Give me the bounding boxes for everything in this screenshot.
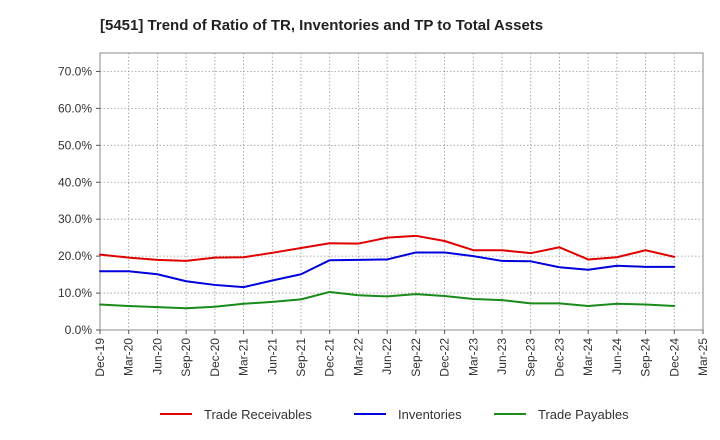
x-tick-label: Mar-24 xyxy=(581,338,595,376)
series-line-trade-payables xyxy=(99,290,676,310)
x-tick-label: Sep-21 xyxy=(294,338,308,377)
x-tick-label: Dec-21 xyxy=(323,338,337,377)
x-tick-label: Sep-20 xyxy=(179,338,193,377)
x-tick-label: Dec-23 xyxy=(552,338,566,377)
series-line-trade-receivables xyxy=(99,234,676,262)
series-lines xyxy=(99,234,676,310)
x-tick-label: Jun-24 xyxy=(610,338,624,375)
x-tick-label: Dec-20 xyxy=(208,338,222,377)
x-tick-label: Dec-22 xyxy=(438,338,452,377)
x-tick-label: Mar-21 xyxy=(237,338,251,376)
series-line-inventories xyxy=(99,251,676,289)
x-tick-label: Sep-22 xyxy=(409,338,423,377)
grid xyxy=(99,52,704,331)
x-tick-label: Sep-24 xyxy=(639,338,653,377)
legend-label-trade-payables: Trade Payables xyxy=(538,407,629,422)
y-tick-label: 40.0% xyxy=(58,175,92,189)
plot-frame xyxy=(99,52,704,331)
x-tick-label: Jun-20 xyxy=(150,338,164,375)
x-tick-label: Mar-25 xyxy=(696,338,710,376)
y-tick-label: 0.0% xyxy=(65,323,93,337)
x-tick-label: Sep-23 xyxy=(524,338,538,377)
chart-title: [5451] Trend of Ratio of TR, Inventories… xyxy=(100,17,543,34)
y-axis: 0.0% 10.0% 20.0% 30.0% 40.0% 50.0% 60.0% 70.0% xyxy=(58,64,100,337)
x-axis: Dec-19 Mar-20 Jun-20 Sep-20 Dec-20 Mar-21 Jun-… xyxy=(93,330,710,377)
x-tick-label: Dec-24 xyxy=(667,338,681,377)
y-tick-label: 50.0% xyxy=(58,138,92,152)
legend-label-trade-receivables: Trade Receivables xyxy=(204,407,312,422)
x-tick-label: Jun-23 xyxy=(495,338,509,375)
y-tick-label: 60.0% xyxy=(58,101,92,115)
y-tick-label: 10.0% xyxy=(58,286,92,300)
y-tick-label: 70.0% xyxy=(58,64,92,78)
y-tick-label: 20.0% xyxy=(58,249,92,263)
x-tick-label: Jun-21 xyxy=(265,338,279,375)
legend: Trade Receivables Inventories Trade Payabl… xyxy=(160,407,629,422)
x-tick-label: Jun-22 xyxy=(380,338,394,375)
x-tick-label: Mar-22 xyxy=(351,338,365,376)
x-tick-label: Mar-20 xyxy=(122,338,136,376)
y-tick-label: 30.0% xyxy=(58,212,92,226)
x-tick-label: Mar-23 xyxy=(466,338,480,376)
x-tick-label: Dec-19 xyxy=(93,338,107,377)
legend-label-inventories: Inventories xyxy=(398,407,462,422)
